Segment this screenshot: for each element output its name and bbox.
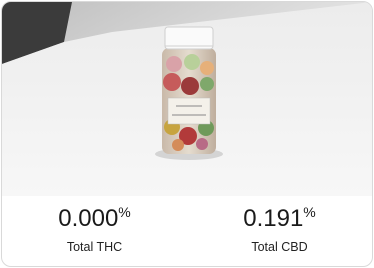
product-card: 0.000% Total THC 0.191% Total CBD [1,1,373,267]
stat-value: 0.191% [187,204,372,234]
product-photo [2,2,372,196]
stat-unit: % [118,204,130,220]
stat-number: 0.000 [58,205,118,232]
stat-label: Total THC [2,238,187,256]
page: 0.000% Total THC 0.191% Total CBD (() =>… [0,0,374,268]
stat-cbd: 0.191% Total CBD [187,204,372,256]
stat-value: 0.000% [2,204,187,234]
stat-thc: 0.000% Total THC [2,204,187,256]
stat-unit: % [303,204,315,220]
stat-label: Total CBD [187,238,372,256]
stat-number: 0.191 [243,205,303,232]
